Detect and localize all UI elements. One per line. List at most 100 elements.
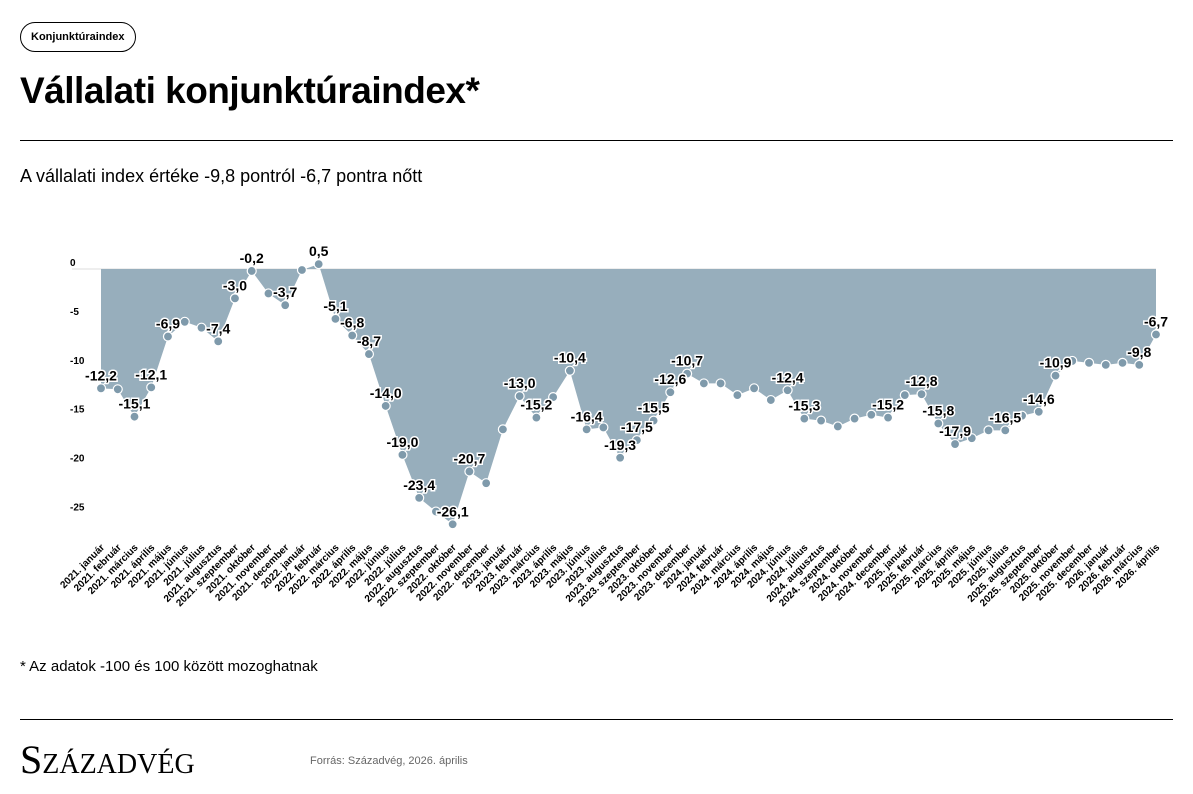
data-point — [849, 413, 860, 424]
data-point — [548, 392, 559, 403]
data-point — [162, 331, 174, 342]
subtitle: A vállalati index értéke -9,8 pontról -6… — [20, 166, 423, 186]
data-point — [631, 435, 642, 446]
data-label: -6,9 — [156, 315, 180, 331]
data-point — [1083, 357, 1095, 368]
data-point — [1100, 359, 1111, 370]
footnote: * Az adatok -100 és 100 között mozoghatn… — [20, 658, 318, 675]
data-point — [1050, 370, 1061, 381]
data-point — [347, 330, 358, 341]
data-label: -10,7 — [671, 353, 703, 369]
data-point — [782, 385, 793, 396]
data-point — [196, 322, 207, 333]
data-point — [146, 382, 157, 393]
data-label: -12,8 — [906, 373, 938, 389]
data-point — [497, 424, 509, 435]
data-point — [464, 466, 475, 477]
data-label: -15,8 — [922, 403, 954, 419]
data-point — [414, 492, 425, 503]
data-point — [866, 409, 877, 420]
data-label: -23,4 — [403, 477, 435, 493]
data-point — [514, 391, 525, 402]
data-label: -12,1 — [135, 366, 167, 382]
data-label: -15,2 — [872, 397, 904, 413]
y-tick-label: 0 — [70, 258, 76, 269]
data-point — [95, 383, 107, 394]
data-point — [363, 348, 375, 360]
data-point — [983, 425, 994, 436]
y-tick-label: -15 — [70, 405, 85, 416]
data-label: -12,2 — [85, 367, 117, 383]
data-label: -14,0 — [370, 385, 402, 401]
data-point — [263, 288, 274, 299]
data-label: -7,4 — [206, 320, 230, 336]
data-label: -9,8 — [1127, 344, 1151, 360]
data-label: -17,9 — [939, 423, 971, 439]
data-point — [1016, 410, 1028, 421]
data-label: -10,9 — [1040, 355, 1072, 371]
y-tick-label: -10 — [70, 356, 85, 367]
data-point — [447, 519, 458, 530]
data-point — [715, 378, 726, 389]
data-point — [1117, 357, 1128, 368]
data-label: -26,1 — [437, 503, 469, 519]
data-point — [229, 293, 241, 304]
data-point — [397, 449, 408, 460]
data-point — [112, 384, 123, 395]
data-label: -6,7 — [1144, 314, 1168, 330]
data-label: -0,2 — [240, 250, 264, 266]
data-label: -19,0 — [386, 434, 418, 450]
data-label: -12,6 — [654, 371, 686, 387]
data-label: -15,2 — [520, 397, 552, 413]
divider — [20, 140, 1173, 141]
data-label: -20,7 — [453, 450, 485, 466]
data-point — [916, 389, 927, 400]
data-point — [966, 433, 977, 444]
data-point — [748, 383, 760, 394]
data-point — [179, 316, 190, 327]
data-label: -10,4 — [554, 350, 586, 366]
data-point — [1033, 406, 1044, 417]
data-label: -16,4 — [571, 408, 603, 424]
data-label: -13,0 — [504, 375, 536, 391]
data-point — [832, 421, 843, 432]
data-point — [481, 478, 492, 489]
data-label: -15,1 — [119, 396, 151, 412]
data-point — [564, 365, 575, 376]
data-label: -3,0 — [223, 277, 247, 293]
data-point — [330, 313, 341, 324]
y-tick-label: -20 — [70, 454, 85, 465]
data-point — [129, 411, 140, 422]
data-point — [899, 390, 910, 401]
data-point — [882, 412, 894, 423]
data-label: -16,5 — [989, 409, 1021, 425]
data-point — [815, 415, 827, 426]
data-label: -5,1 — [323, 298, 347, 314]
area-series — [101, 264, 1156, 525]
data-point — [213, 336, 224, 347]
data-label: -15,5 — [638, 400, 670, 416]
data-point — [949, 438, 961, 450]
data-point — [765, 394, 776, 406]
data-point — [380, 400, 391, 412]
data-point — [615, 452, 626, 463]
data-label: -3,7 — [273, 284, 297, 300]
data-label: -15,3 — [788, 398, 820, 414]
source-note: Forrás: Századvég, 2026. április — [310, 755, 468, 767]
data-point — [665, 387, 676, 398]
data-point — [933, 418, 944, 429]
category-tag[interactable]: Konjunktúraindex — [20, 22, 136, 52]
data-point — [1000, 425, 1011, 436]
data-point — [598, 422, 609, 433]
data-point — [1134, 359, 1145, 370]
data-point — [246, 265, 257, 277]
data-point — [581, 424, 592, 435]
data-point — [531, 412, 542, 423]
data-label: -6,8 — [340, 315, 364, 331]
data-point — [732, 390, 743, 401]
logo: Századvég — [20, 736, 195, 783]
data-point — [296, 264, 308, 276]
data-label: -12,4 — [772, 369, 804, 385]
divider — [20, 719, 1173, 720]
